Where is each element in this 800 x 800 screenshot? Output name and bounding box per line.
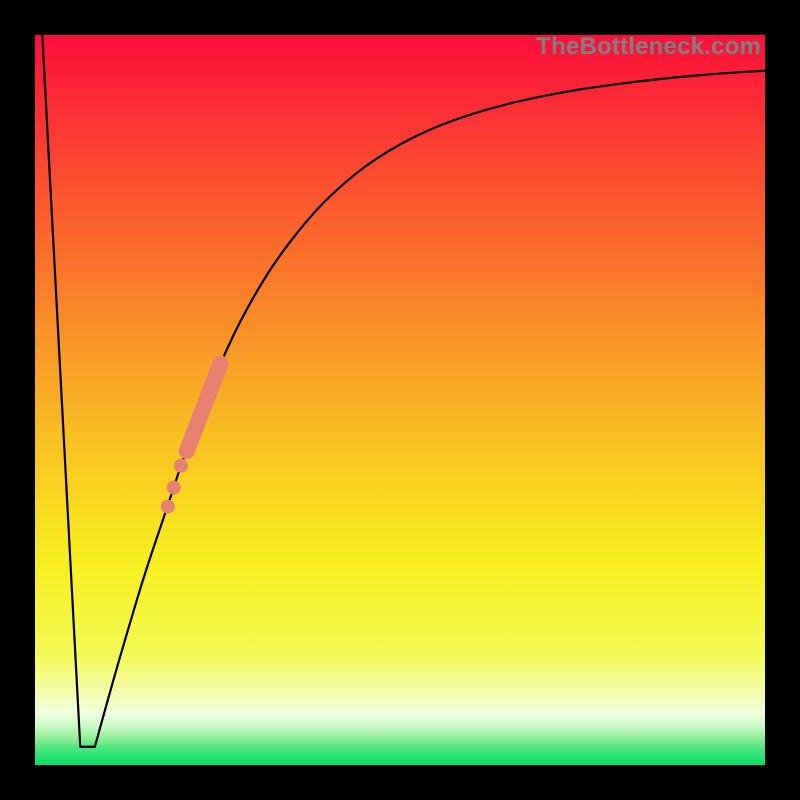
highlight-dot-1 xyxy=(167,481,181,495)
highlight-dot-2 xyxy=(161,500,175,514)
chart-frame: TheBottleneck.com xyxy=(0,0,800,800)
watermark-text: TheBottleneck.com xyxy=(536,33,761,61)
plot-svg xyxy=(35,35,765,765)
highlight-dot-0 xyxy=(174,459,188,473)
plot-area: TheBottleneck.com xyxy=(35,35,765,765)
